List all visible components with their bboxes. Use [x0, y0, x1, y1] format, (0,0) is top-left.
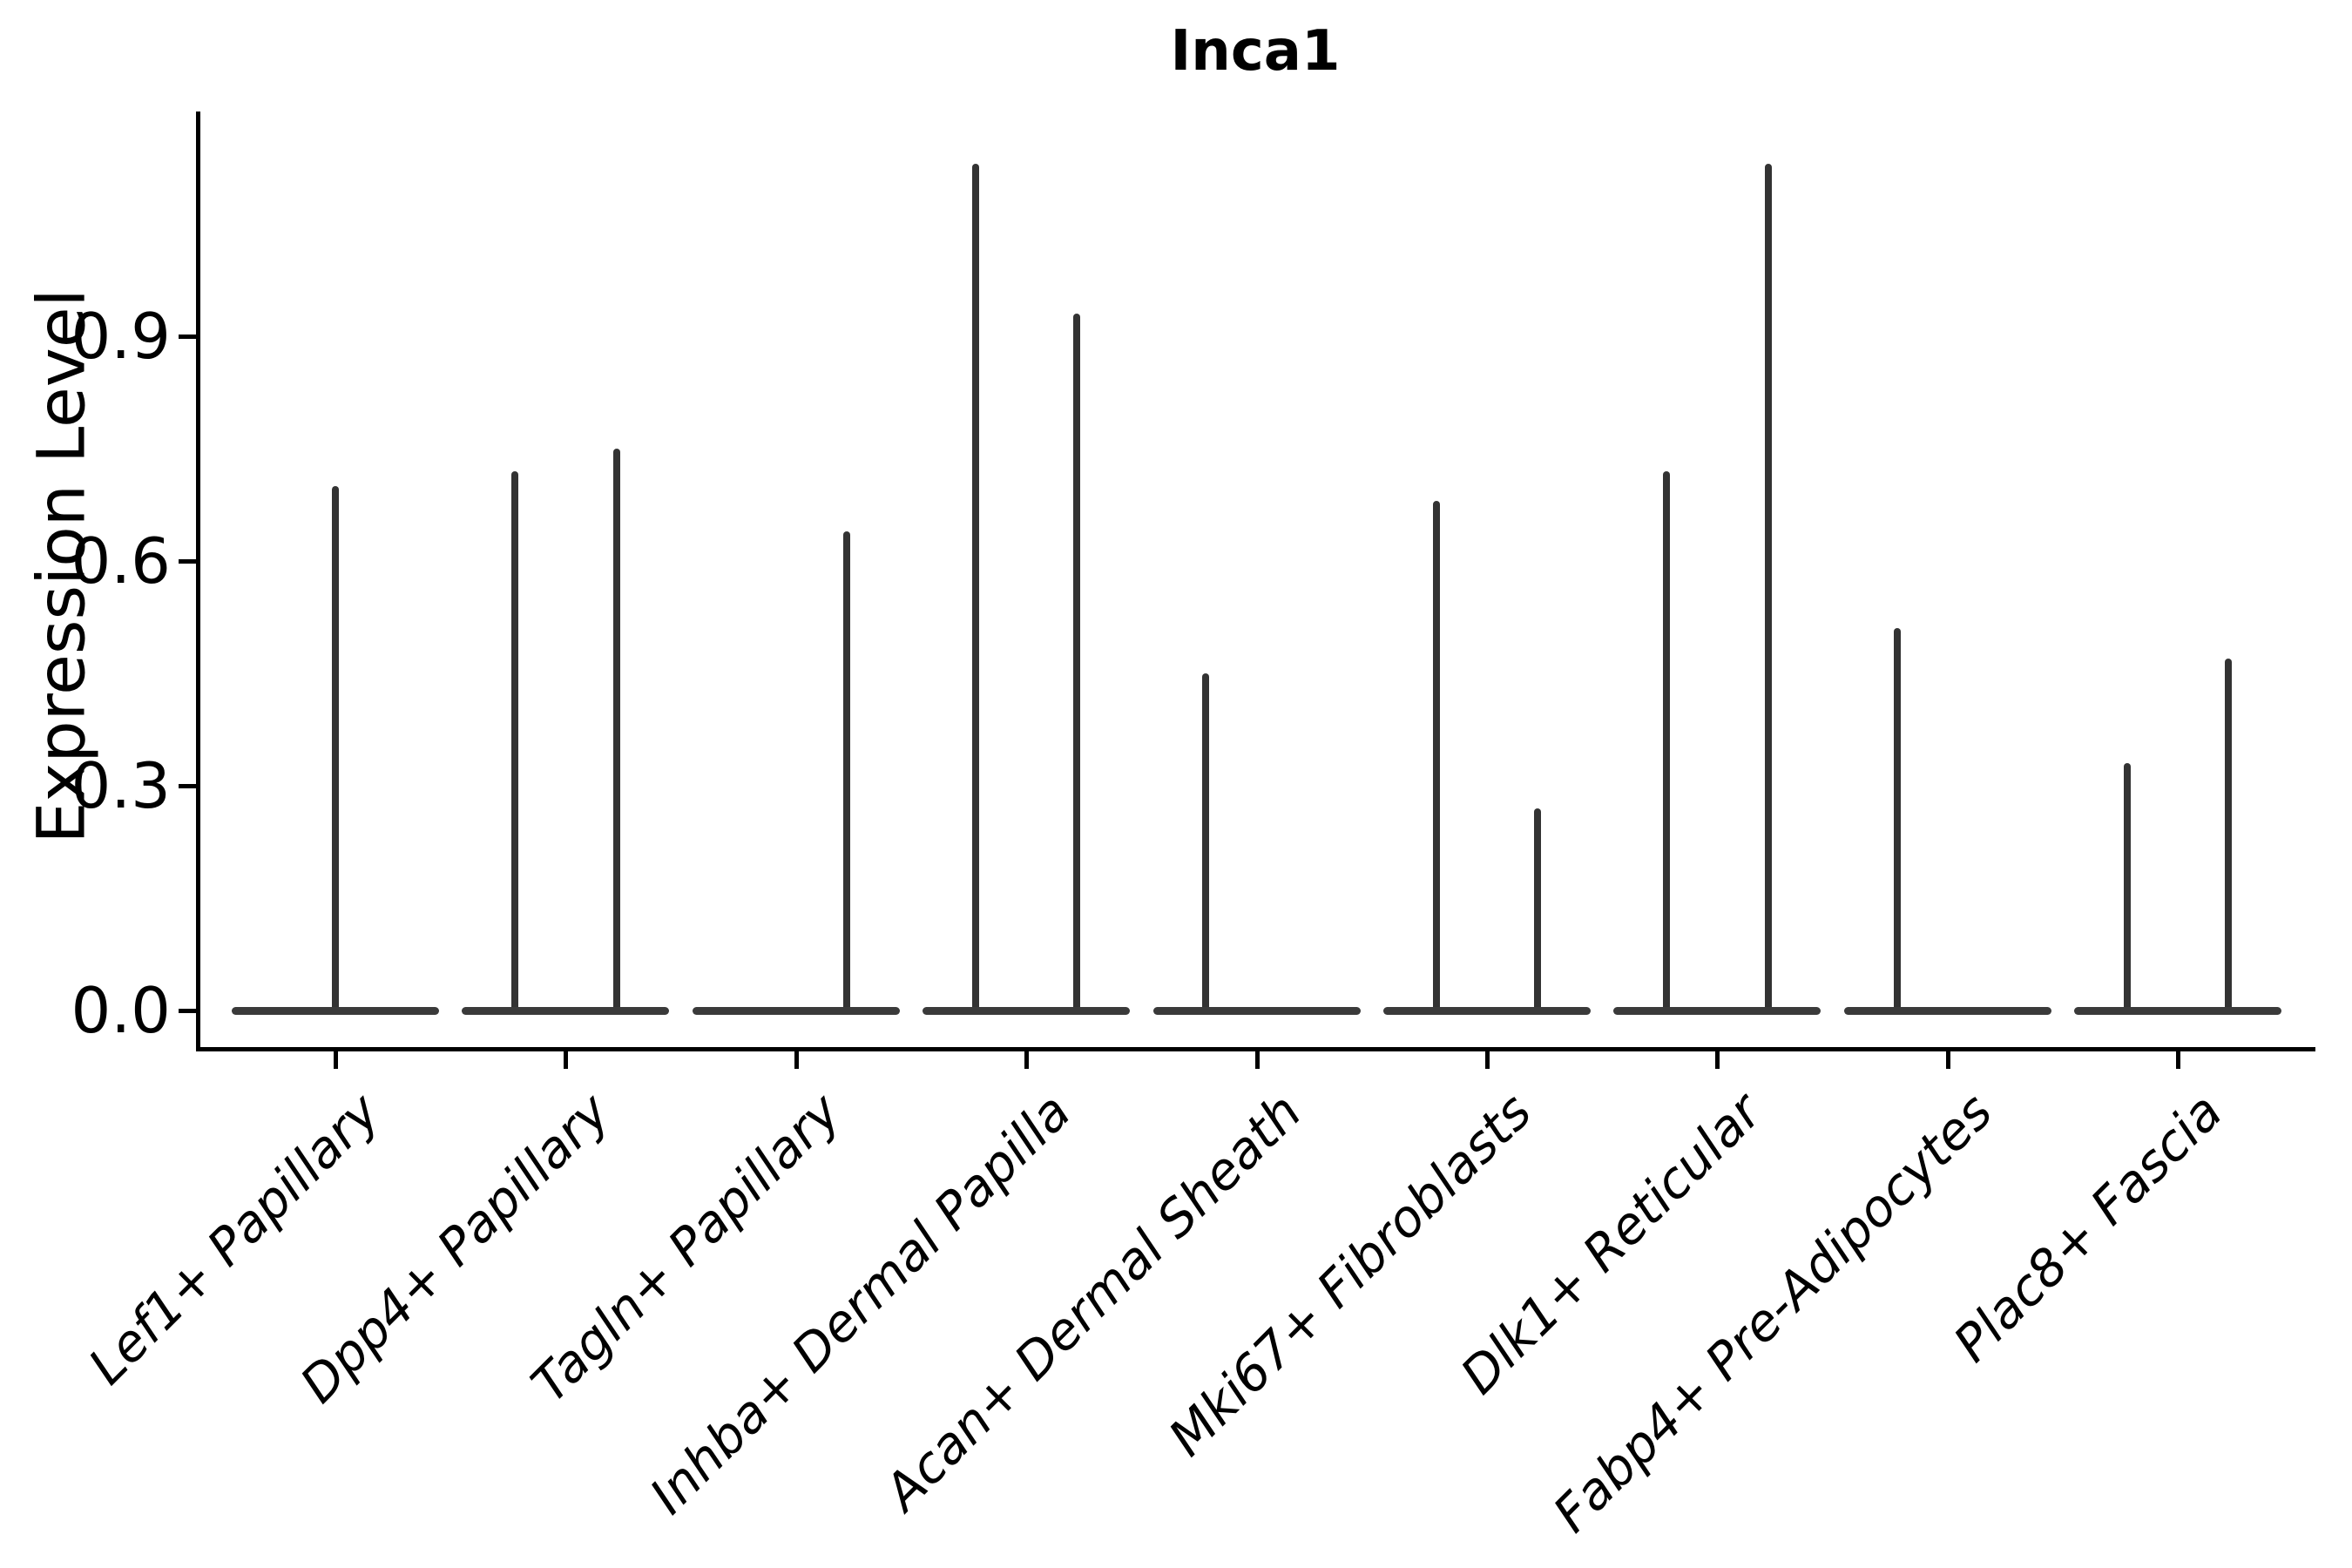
violin-base	[2074, 1006, 2282, 1015]
x-axis-spine	[196, 1047, 2315, 1051]
y-tick-mark	[179, 335, 196, 339]
chart-title: Inca1	[1170, 19, 1341, 84]
violin-spike	[1432, 501, 1440, 1013]
violin-base	[1383, 1006, 1591, 1015]
y-tick-label: 0.6	[71, 524, 171, 598]
x-tick-mark	[1485, 1051, 1490, 1069]
x-tick-mark	[2176, 1051, 2181, 1069]
violin-spike	[2124, 763, 2132, 1013]
violin-spike	[1202, 673, 1210, 1013]
x-tick-mark	[564, 1051, 569, 1069]
x-tick-label-5: Acan+ Dermal Sheath	[872, 1081, 1313, 1522]
violin-spike	[1663, 470, 1671, 1013]
x-tick-label-4: Inhba+ Dermal Papilla	[639, 1081, 1083, 1526]
violin-base	[232, 1006, 439, 1015]
violin-base	[1613, 1006, 1821, 1015]
y-axis-spine	[196, 112, 200, 1051]
violin-base	[923, 1006, 1131, 1015]
violin-spike	[332, 486, 339, 1013]
y-tick-label: 0.3	[71, 749, 171, 822]
x-tick-mark	[1254, 1051, 1260, 1069]
x-tick-mark	[1715, 1051, 1720, 1069]
violin-spike	[1073, 314, 1081, 1013]
x-tick-mark	[1945, 1051, 1950, 1069]
y-tick-mark	[179, 559, 196, 564]
violin-base	[692, 1006, 900, 1015]
violin-spike	[1764, 164, 1772, 1013]
violin-spike	[842, 531, 850, 1013]
y-tick-mark	[179, 1009, 196, 1013]
x-tick-label-8: Fabp4+ Pre-Adipocytes	[1541, 1081, 2004, 1544]
y-tick-label: 0.9	[71, 300, 171, 373]
violin-spike	[972, 164, 980, 1013]
violin-spike	[612, 449, 620, 1013]
violin-base	[462, 1006, 670, 1015]
violin-spike	[1534, 808, 1542, 1013]
y-tick-label: 0.0	[71, 974, 171, 1047]
violin-base	[1152, 1006, 1361, 1015]
violin-spike	[511, 470, 519, 1013]
y-tick-mark	[179, 784, 196, 788]
violin-spike	[1893, 628, 1901, 1013]
violin-base	[1843, 1006, 2051, 1015]
x-tick-mark	[794, 1051, 799, 1069]
x-tick-mark	[334, 1051, 338, 1069]
violin-spike	[2225, 658, 2233, 1013]
x-tick-mark	[1024, 1051, 1030, 1069]
